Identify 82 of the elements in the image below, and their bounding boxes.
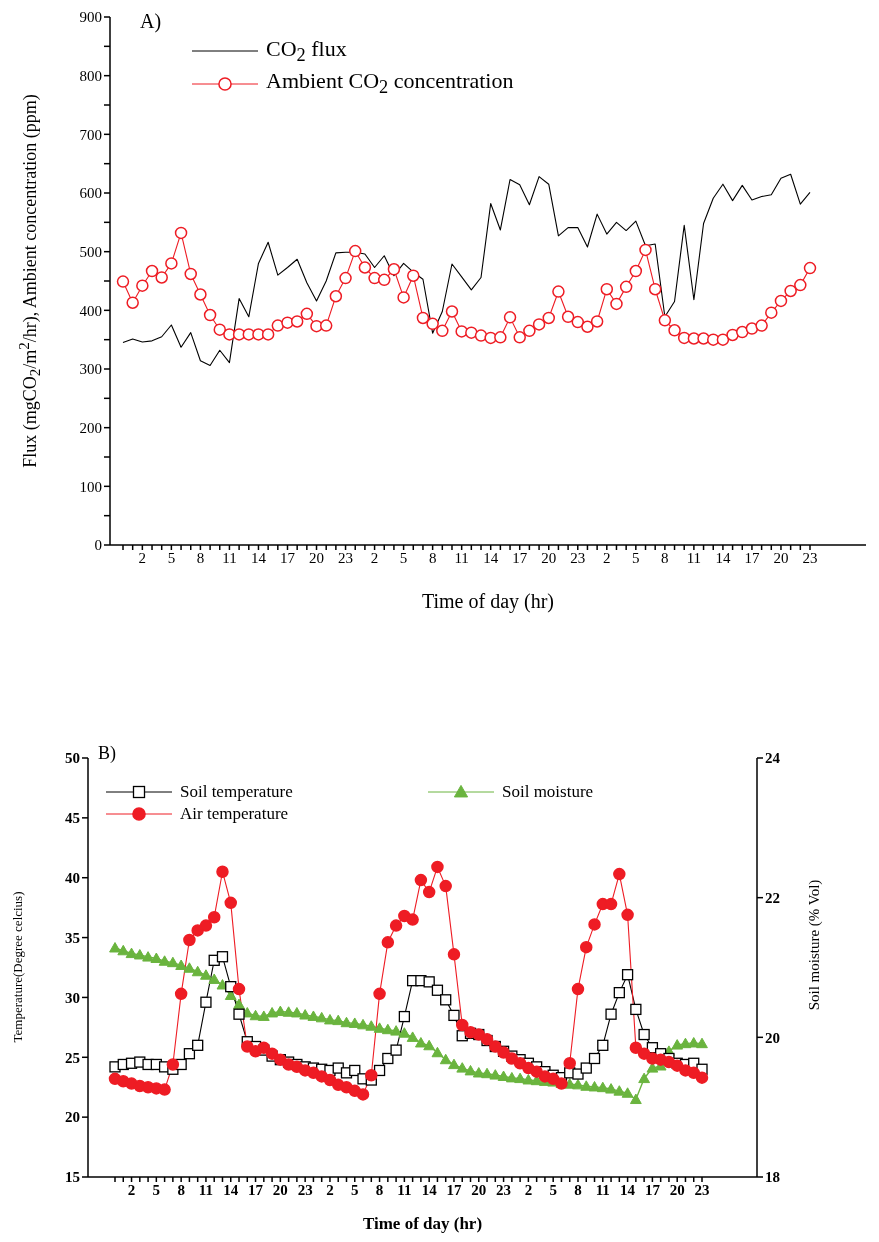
x-tick-label: 14 — [421, 1181, 438, 1198]
y-tick-label: 25 — [65, 1049, 80, 1066]
x-tick-label: 2 — [326, 1181, 334, 1198]
y-tick-label: 45 — [65, 810, 80, 827]
x-tick-label: 14 — [250, 549, 267, 566]
x-tick-label: 14 — [620, 1181, 636, 1198]
x-tick-label: 2 — [603, 549, 611, 566]
legend-label: Soil temperature — [180, 782, 293, 802]
x-tick-label: 17 — [744, 549, 760, 566]
y-tick-label: 800 — [79, 67, 102, 84]
x-tick-label: 17 — [512, 549, 528, 566]
x-tick-label: 11 — [454, 549, 469, 566]
x-tick-label: 8 — [196, 549, 205, 566]
y-tick-label: 700 — [79, 126, 102, 143]
x-tick-label: 14 — [483, 549, 499, 566]
y2-tick-label: 22 — [765, 889, 780, 906]
x-tick-label: 8 — [375, 1181, 384, 1198]
legend-label: CO$_{2}$ flux — [266, 36, 347, 67]
x-tick-label: 11 — [222, 549, 237, 566]
x-tick-label: 23 — [297, 1181, 313, 1198]
y-tick-label: 50 — [65, 750, 80, 767]
x-tick-label: 17 — [644, 1181, 661, 1198]
x-tick-label: 17 — [446, 1181, 462, 1198]
x-tick-label: 23 — [802, 549, 818, 566]
x-tick-label: 2 — [127, 1181, 136, 1198]
x-tick-label: 20 — [541, 549, 557, 566]
x-tick-label: 11 — [198, 1181, 214, 1198]
x-tick-label: 5 — [549, 1181, 557, 1198]
y-tick-label: 35 — [65, 929, 80, 946]
y2-tick-label: 20 — [765, 1029, 780, 1046]
x-tick-label: 20 — [309, 549, 325, 566]
y-tick-label: 200 — [79, 419, 102, 436]
x-axis-title: Time of day (hr) — [361, 1214, 484, 1234]
y-tick-label: 100 — [79, 478, 102, 495]
y-tick-label: 40 — [65, 870, 80, 887]
x-tick-label: 5 — [632, 549, 640, 566]
x-tick-label: 2 — [524, 1181, 533, 1198]
x-tick-label: 8 — [661, 549, 669, 566]
x-tick-label: 14 — [223, 1181, 239, 1198]
x-tick-label: 2 — [370, 549, 379, 566]
legend-label: Ambient CO$_{2}$ concentration — [266, 68, 514, 99]
y-tick-label: 30 — [65, 989, 80, 1006]
x-tick-label: 2 — [138, 549, 147, 566]
x-tick-label: 8 — [428, 549, 437, 566]
x-tick-label: 23 — [338, 549, 354, 566]
x-tick-label: 20 — [773, 549, 789, 566]
x-tick-label: 5 — [351, 1181, 359, 1198]
y2-tick-label: 18 — [765, 1169, 780, 1186]
x-tick-label: 8 — [574, 1181, 582, 1198]
chart-title: A) — [140, 10, 162, 33]
x-tick-label: 20 — [471, 1181, 487, 1198]
x-tick-label: 17 — [279, 549, 296, 566]
x-tick-label: 20 — [272, 1181, 288, 1198]
y2-axis-title: Soil moisture (% Vol) — [805, 879, 823, 1011]
legend-label: Soil moisture — [502, 782, 594, 802]
x-tick-label: 23 — [694, 1181, 710, 1198]
y-tick-label: 900 — [79, 9, 102, 26]
x-tick-label: 5 — [152, 1181, 161, 1198]
x-tick-label: 23 — [496, 1181, 512, 1198]
y-tick-label: 600 — [79, 185, 102, 202]
x-tick-label: 8 — [177, 1181, 185, 1198]
x-tick-label: 5 — [399, 549, 408, 566]
y-tick-label: 0 — [94, 537, 102, 554]
chart-title: B) — [98, 743, 116, 764]
x-tick-label: 23 — [570, 549, 586, 566]
y-tick-label: 400 — [79, 302, 102, 319]
x-tick-label: 5 — [167, 549, 176, 566]
x-axis-title: Time of day (hr) — [421, 590, 555, 613]
x-tick-label: 11 — [397, 1181, 412, 1198]
x-tick-label: 11 — [595, 1181, 610, 1198]
y-tick-label: 500 — [79, 243, 102, 260]
y-tick-label: 20 — [65, 1109, 80, 1126]
x-tick-label: 14 — [715, 549, 731, 566]
line-series — [122, 173, 811, 367]
legend-label: Air temperature — [180, 804, 289, 824]
y-tick-label: 300 — [79, 361, 102, 378]
y2-tick-label: 24 — [765, 750, 781, 767]
x-tick-label: 17 — [248, 1181, 264, 1198]
y-tick-label: 15 — [65, 1169, 80, 1186]
x-tick-label: 20 — [669, 1181, 685, 1198]
x-tick-label: 11 — [686, 549, 702, 566]
y-axis-title: Temperature(Degree celcius) — [10, 891, 26, 1043]
